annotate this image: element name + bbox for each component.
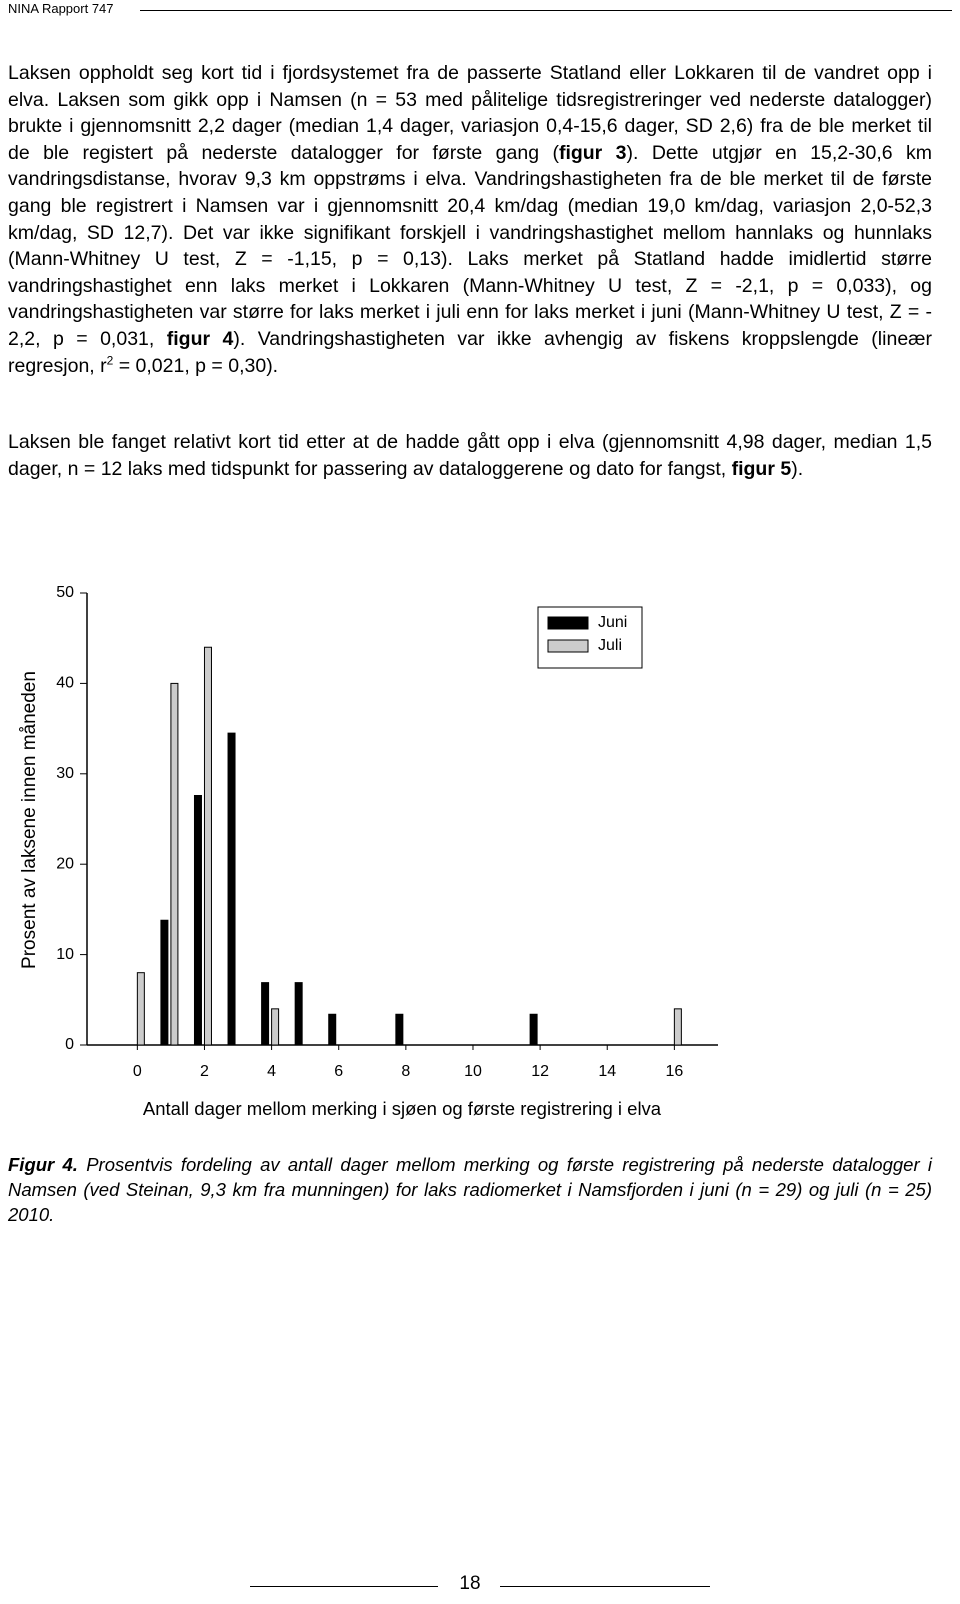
x-axis-label: Antall dager mellom merking i sjøen og f… [143, 1098, 662, 1119]
bar [328, 1013, 337, 1046]
caption-text: Prosentvis fordeling av antall dager mel… [8, 1154, 932, 1225]
footer-rule [250, 1586, 438, 1587]
legend-label: Juli [598, 637, 622, 654]
y-tick-label: 50 [56, 584, 74, 601]
chart: Prosent av laksene innen måneden Antall … [19, 584, 718, 1119]
bar [203, 646, 212, 1046]
y-axis-label: Prosent av laksene innen måneden [19, 671, 40, 969]
bar [160, 919, 169, 1046]
bar [193, 794, 202, 1046]
legend-box [537, 606, 643, 669]
bar [170, 682, 179, 1046]
legend-swatch [547, 639, 589, 653]
legend-swatch [547, 616, 589, 630]
text: Laksen ble fanget relativt kort tid ette… [8, 431, 932, 480]
figure-ref: figur 4 [166, 327, 234, 350]
x-tick-label: 10 [464, 1063, 482, 1080]
x-tick-label: 12 [531, 1063, 549, 1080]
text: ). Vandringshastigheten var ikke avhengi… [8, 327, 932, 377]
bar [136, 972, 145, 1046]
header-rule [140, 10, 952, 11]
bar [227, 732, 236, 1046]
header-title: NINA Rapport 747 [8, 1, 114, 16]
figure-ref: figur 5 [731, 457, 792, 480]
paragraph: Laksen ble fanget relativt kort tid ette… [8, 429, 932, 482]
figure-ref: figur 3 [558, 141, 627, 164]
y-tick-label: 10 [56, 946, 74, 963]
x-tick-label: 0 [133, 1063, 142, 1080]
footer-rule [500, 1586, 710, 1587]
bar [261, 982, 270, 1046]
bar [673, 1008, 682, 1046]
legend-label: Juni [598, 614, 627, 631]
bar [294, 982, 303, 1046]
x-tick-label: 4 [267, 1063, 276, 1080]
bar [395, 1013, 404, 1046]
y-tick-label: 40 [56, 675, 74, 692]
y-tick-label: 0 [65, 1036, 74, 1053]
y-tick-label: 20 [56, 855, 74, 872]
bar [529, 1013, 538, 1046]
x-tick-label: 2 [200, 1063, 209, 1080]
paragraph: Laksen oppholdt seg kort tid i fjordsyst… [8, 60, 932, 379]
superscript: 2 [106, 353, 114, 368]
y-tick-label: 30 [56, 765, 74, 782]
page-number: 18 [459, 1573, 481, 1594]
x-tick-label: 6 [334, 1063, 343, 1080]
x-tick-label: 8 [401, 1063, 410, 1080]
caption-label: Figur 4. [8, 1154, 78, 1175]
caption: Figur 4. Prosentvis fordeling av antall … [8, 1152, 932, 1227]
text: Laksen oppholdt seg kort tid i fjordsyst… [8, 62, 932, 164]
text: ). Dette utgjør en 15,2-30,6 km vandring… [8, 141, 932, 350]
text: = 0,021, p = 0,30). [113, 354, 279, 377]
bar [271, 1008, 280, 1046]
text: ). [791, 457, 804, 480]
x-tick-label: 14 [598, 1063, 616, 1080]
x-tick-label: 16 [665, 1063, 683, 1080]
